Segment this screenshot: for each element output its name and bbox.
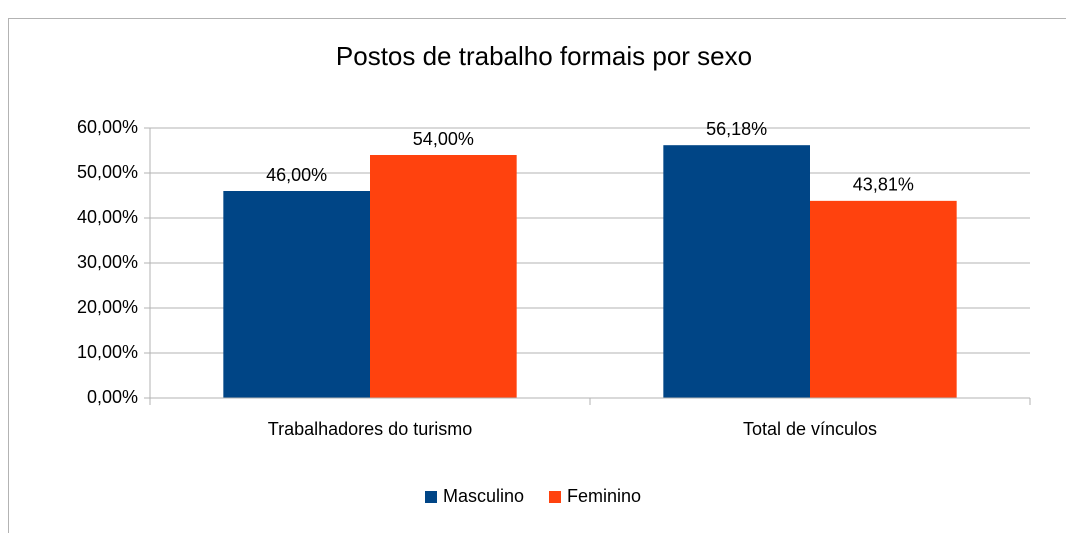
value-label: 43,81% [853, 175, 914, 195]
y-tick-label: 10,00% [77, 342, 138, 362]
bar [663, 145, 810, 398]
x-tick-label: Trabalhadores do turismo [268, 419, 472, 439]
y-tick-label: 60,00% [77, 117, 138, 137]
value-label: 54,00% [413, 129, 474, 149]
y-tick-label: 50,00% [77, 162, 138, 182]
legend-swatch [425, 491, 437, 503]
chart-title: Postos de trabalho formais por sexo [336, 41, 752, 71]
legend-label: Masculino [443, 486, 524, 506]
y-tick-label: 30,00% [77, 252, 138, 272]
legend-swatch [549, 491, 561, 503]
x-tick-label: Total de vínculos [743, 419, 877, 439]
y-tick-label: 20,00% [77, 297, 138, 317]
value-label: 56,18% [706, 119, 767, 139]
bar [223, 191, 370, 398]
legend-label: Feminino [567, 486, 641, 506]
bar [810, 200, 957, 398]
y-tick-label: 0,00% [87, 387, 138, 407]
value-label: 46,00% [266, 165, 327, 185]
bar [370, 155, 517, 398]
y-tick-label: 40,00% [77, 207, 138, 227]
